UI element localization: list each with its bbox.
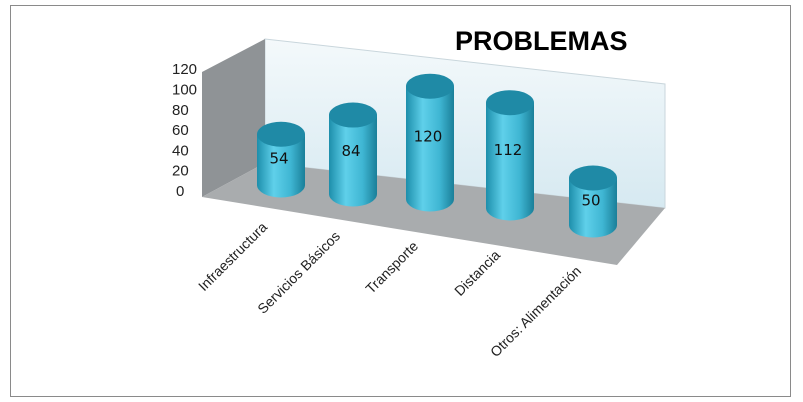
- y-tick-label: 20: [172, 163, 189, 180]
- y-tick-label: 120: [172, 61, 197, 78]
- data-label: 84: [341, 142, 360, 160]
- bar-1: [329, 102, 377, 207]
- bar-body: [329, 115, 377, 207]
- data-label: 50: [581, 192, 600, 210]
- y-tick-label: 80: [172, 102, 189, 119]
- category-label: Servicios Básicos: [254, 228, 343, 317]
- bar-top: [406, 73, 454, 99]
- data-label: 54: [269, 150, 288, 168]
- bar-body: [406, 86, 454, 212]
- data-label: 120: [414, 128, 443, 146]
- bar-body: [257, 134, 305, 198]
- floor: [202, 163, 665, 265]
- bar-top: [569, 165, 617, 191]
- y-tick-label: 0: [176, 183, 184, 200]
- category-label: Infraestructura: [195, 219, 270, 294]
- bar-body: [486, 102, 534, 221]
- bar-2: [406, 73, 454, 212]
- side-wall: [202, 39, 265, 197]
- category-label: Otros: Alimentación: [487, 263, 584, 360]
- bar-3: [486, 90, 534, 221]
- y-axis-ticks: 0 20 40 60 80 100 120: [172, 61, 197, 200]
- y-tick-label: 60: [172, 122, 189, 139]
- bar-top: [486, 90, 534, 116]
- bar-top: [329, 102, 377, 128]
- y-tick-label: 40: [172, 142, 189, 159]
- chart-title: PROBLEMAS: [455, 26, 628, 56]
- bars: 54 84 120 112 50: [257, 73, 617, 238]
- category-label: Transporte: [362, 238, 421, 297]
- bar-top: [257, 121, 305, 147]
- bar-body: [569, 178, 617, 238]
- data-label: 112: [494, 141, 523, 159]
- bar-0: [257, 121, 305, 198]
- bar-4: [569, 165, 617, 238]
- category-label: Distancia: [451, 247, 503, 299]
- y-tick-label: 100: [172, 82, 197, 99]
